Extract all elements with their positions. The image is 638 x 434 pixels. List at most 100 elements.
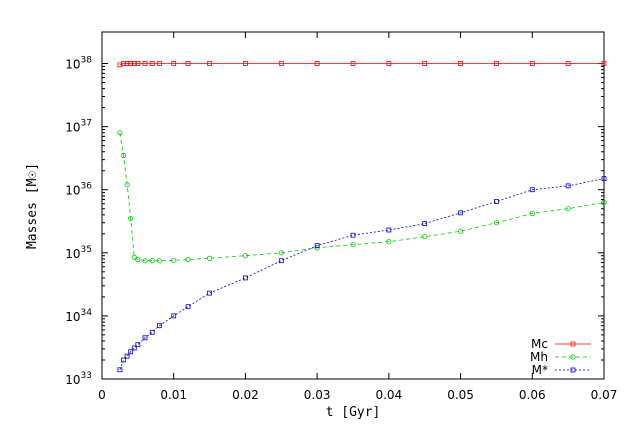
- point: [529, 210, 535, 217]
- tick-base: 10: [65, 310, 80, 324]
- point: [494, 199, 499, 204]
- plot-frame: [101, 31, 605, 380]
- tick-power: 36: [81, 182, 93, 192]
- point: [422, 61, 428, 66]
- point: [124, 182, 130, 188]
- legend-marker: [570, 341, 576, 347]
- point: [149, 61, 155, 66]
- point: [242, 253, 249, 259]
- point: [243, 275, 248, 281]
- point: [493, 220, 500, 226]
- point: [135, 257, 141, 263]
- tick-base: 10: [65, 58, 80, 72]
- point: [386, 227, 392, 233]
- x-tick-label: 0.03: [304, 388, 331, 402]
- point: [128, 349, 134, 355]
- point: [565, 183, 571, 189]
- point: [350, 241, 356, 248]
- x-tick-label: 0.02: [232, 388, 259, 402]
- point: [131, 61, 137, 66]
- point: [120, 152, 127, 158]
- point: [206, 255, 213, 261]
- point: [422, 234, 428, 240]
- point: [243, 61, 248, 66]
- point: [314, 243, 320, 249]
- series-line: [119, 132, 605, 262]
- point: [458, 210, 463, 216]
- tick-power: 37: [81, 119, 92, 129]
- point: [314, 61, 320, 66]
- point: [117, 367, 123, 373]
- point: [128, 215, 134, 222]
- x-tick-label: 0: [98, 388, 106, 402]
- point: [131, 345, 137, 351]
- point: [601, 61, 607, 66]
- point: [278, 258, 284, 264]
- legend-label: Mh: [530, 350, 548, 364]
- point: [117, 62, 123, 68]
- point: [142, 61, 148, 66]
- point: [386, 239, 392, 245]
- x-tick-label: 0.05: [447, 388, 474, 402]
- y-tick-label: 1035: [65, 245, 92, 261]
- point: [135, 61, 141, 66]
- series-line: [119, 63, 604, 66]
- point: [185, 304, 191, 310]
- point: [156, 61, 162, 66]
- point: [529, 61, 535, 66]
- point: [207, 61, 212, 66]
- point: [171, 313, 177, 319]
- point: [171, 257, 177, 263]
- point: [278, 250, 284, 256]
- point: [207, 290, 212, 296]
- point: [386, 61, 392, 66]
- point: [457, 228, 464, 234]
- series-line: [119, 178, 605, 370]
- point: [124, 61, 130, 66]
- point: [142, 335, 148, 341]
- tick-power: 35: [81, 245, 92, 255]
- point: [494, 61, 499, 66]
- tick-power: 33: [81, 371, 92, 381]
- x-tick-label: 0.07: [591, 388, 618, 402]
- point: [171, 61, 177, 66]
- point: [124, 353, 130, 359]
- point: [565, 61, 571, 66]
- legend-label: M*: [532, 363, 548, 377]
- x-tick-label: 0.01: [160, 388, 187, 402]
- point: [278, 61, 284, 66]
- legend-label: Mc: [531, 337, 548, 351]
- tick-base: 10: [65, 184, 80, 198]
- point: [121, 61, 126, 66]
- tick-power: 38: [81, 56, 93, 66]
- x-tick-label: 0.04: [375, 388, 402, 402]
- y-tick-label: 1037: [65, 119, 92, 135]
- point: [149, 329, 155, 335]
- point: [149, 258, 155, 264]
- legend-marker: [570, 367, 576, 373]
- tick-power: 34: [81, 308, 93, 318]
- y-tick-label: 1036: [65, 182, 92, 198]
- point: [121, 357, 126, 363]
- legend-marker: [570, 354, 576, 360]
- point: [601, 176, 607, 182]
- point: [128, 61, 134, 66]
- point: [156, 258, 162, 264]
- point: [142, 258, 148, 264]
- y-axis-label: Masses [M☉]: [25, 163, 40, 249]
- point: [458, 61, 463, 66]
- x-tick-label: 0.06: [519, 388, 546, 402]
- point: [565, 206, 571, 212]
- y-tick-label: 1034: [65, 308, 92, 324]
- point: [131, 254, 137, 260]
- point: [350, 232, 356, 238]
- tick-base: 10: [65, 121, 80, 135]
- y-tick-label: 1038: [65, 56, 92, 72]
- point: [117, 130, 123, 136]
- point: [135, 342, 141, 348]
- point: [185, 257, 191, 263]
- point: [156, 323, 162, 329]
- y-tick-label: 1033: [65, 371, 92, 387]
- point: [601, 199, 607, 205]
